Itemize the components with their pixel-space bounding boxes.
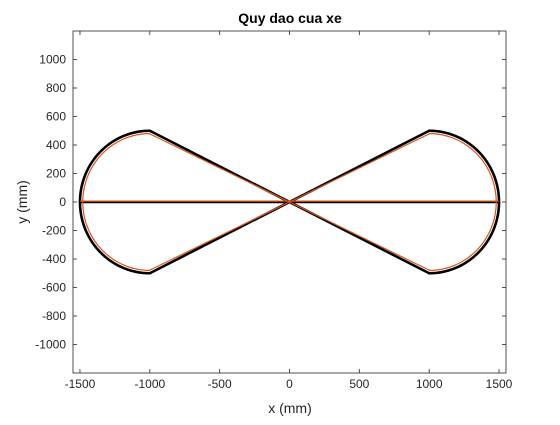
x-axis-label: x (mm) [268,400,312,416]
y-tick-label--600: -600 [42,281,66,295]
series-1 [80,133,499,271]
y-tick-label--200: -200 [42,224,66,238]
y-axis-label: y (mm) [14,180,30,224]
x-tick-label-0: 0 [286,377,293,391]
series-0-segment-4 [427,129,501,275]
x-ticks: -1500 -1000 -500 0 500 1000 1500 [65,31,513,391]
y-tick-label-800: 800 [46,81,66,95]
y-tick-label--800: -800 [42,309,66,323]
series-1-segment-2 [149,133,430,271]
x-tick-label-1500: 1500 [486,377,513,391]
y-ticks: -1000 -800 -600 -400 -200 0 200 400 600 800 1000 [35,53,506,352]
y-tick-label-200: 200 [46,167,66,181]
x-tick-label--500: -500 [208,377,232,391]
series-0-segment-3 [78,129,152,275]
data-layer [78,129,501,275]
x-tick-label--1000: -1000 [134,377,165,391]
x-tick-label-500: 500 [349,377,369,391]
chart-title: Quy dao cua xe [238,10,342,26]
series-1-segment-3 [82,133,151,271]
y-tick-label-1000: 1000 [39,53,66,67]
y-tick-label-600: 600 [46,110,66,124]
x-tick-label--1500: -1500 [65,377,96,391]
series-1-segment-4 [428,133,497,271]
y-tick-label--1000: -1000 [35,338,66,352]
x-tick-label-1000: 1000 [416,377,443,391]
y-tick-label--400: -400 [42,252,66,266]
y-tick-label-0: 0 [59,195,66,209]
y-tick-label-400: 400 [46,138,66,152]
